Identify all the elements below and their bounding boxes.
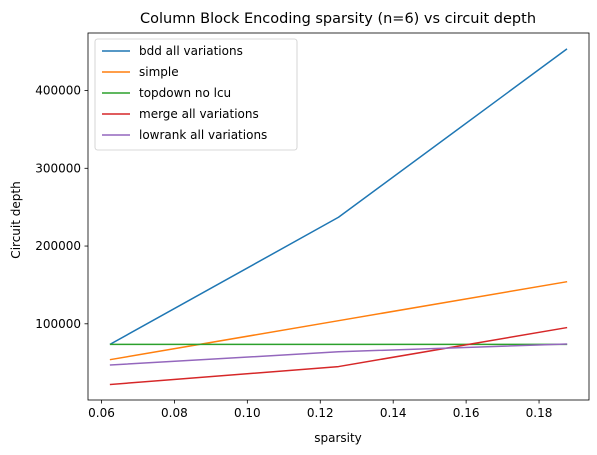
y-axis-label: Circuit depth [9, 181, 23, 258]
series-line-0 [109, 48, 568, 346]
x-tick-label: 0.06 [88, 406, 115, 420]
legend-label-3: merge all variations [139, 107, 259, 121]
x-tick-label: 0.18 [526, 406, 553, 420]
y-tick-label: 200000 [35, 239, 81, 253]
y-tick-label: 300000 [35, 161, 81, 175]
x-axis-label: sparsity [314, 431, 362, 445]
x-axis: 0.06 0.08 0.10 0.12 0.14 0.16 0.18 [88, 400, 552, 420]
series-line-1 [109, 280, 568, 361]
y-axis: 100000 200000 300000 400000 [35, 84, 88, 331]
x-tick-label: 0.10 [234, 406, 261, 420]
series-line-4 [109, 343, 568, 366]
series-line-3 [109, 326, 568, 386]
x-tick-label: 0.12 [307, 406, 334, 420]
legend-label-1: simple [139, 65, 179, 79]
legend-label-4: lowrank all variations [139, 128, 267, 142]
legend-label-2: topdown no lcu [139, 86, 231, 100]
legend-label-0: bdd all variations [139, 44, 243, 58]
x-tick-label: 0.08 [161, 406, 188, 420]
legend-box [94, 38, 298, 151]
plot-area [87, 32, 590, 401]
axes-frame [87, 32, 590, 401]
chart-title: Column Block Encoding sparsity (n=6) vs … [140, 11, 536, 27]
y-tick-label: 100000 [35, 317, 81, 331]
x-tick-label: 0.14 [380, 406, 407, 420]
x-tick-label: 0.16 [453, 406, 480, 420]
y-tick-label: 400000 [35, 84, 81, 98]
legend: bdd all variations simple topdown no lcu me… [94, 38, 298, 151]
